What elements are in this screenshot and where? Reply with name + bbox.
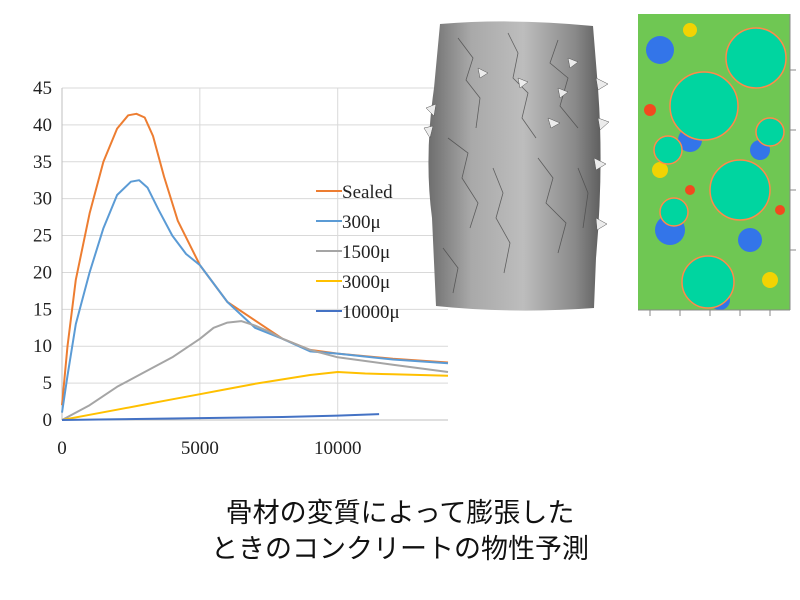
fractured-cylinder-image <box>418 18 610 313</box>
y-tick-label: 25 <box>33 226 52 247</box>
y-tick-label: 30 <box>33 189 52 210</box>
caption-line-2: ときのコンクリートの物性予測 <box>211 534 589 565</box>
legend-label: Sealed <box>342 182 393 203</box>
y-tick-label: 0 <box>43 410 53 431</box>
series-line-4 <box>61 413 380 421</box>
series-line-2 <box>61 320 449 421</box>
chart-axes: 0 5 10 15 20 25 30 35 40 45 0 5000 10000 <box>33 78 448 459</box>
caption-line-1: 骨材の変質によって膨張した <box>225 498 575 529</box>
y-tick-label: 15 <box>33 299 52 320</box>
chart-grid <box>62 87 448 421</box>
series-line-3 <box>61 371 449 421</box>
x-tick-label: 0 <box>57 438 67 459</box>
chart-series <box>61 112 449 421</box>
y-tick-label: 35 <box>33 152 52 173</box>
legend-label: 1500μ <box>342 242 390 263</box>
legend-label: 10000μ <box>342 302 400 323</box>
series-line-1 <box>61 179 449 413</box>
y-tick-label: 20 <box>33 262 52 283</box>
y-tick-label: 5 <box>43 373 53 394</box>
chart-legend: Sealed 300μ 1500μ 3000μ 10000μ <box>316 182 400 323</box>
fractured-cylinder-icon <box>423 21 610 311</box>
x-tick-label: 10000 <box>314 438 362 459</box>
x-tick-label: 5000 <box>181 438 219 459</box>
legend-label: 300μ <box>342 212 381 233</box>
stress-contour-map-icon <box>638 14 796 316</box>
y-tick-label: 10 <box>33 336 52 357</box>
contour-map-image <box>630 10 800 320</box>
y-tick-label: 40 <box>33 115 52 136</box>
legend-label: 3000μ <box>342 272 390 293</box>
y-tick-label: 45 <box>33 78 52 99</box>
